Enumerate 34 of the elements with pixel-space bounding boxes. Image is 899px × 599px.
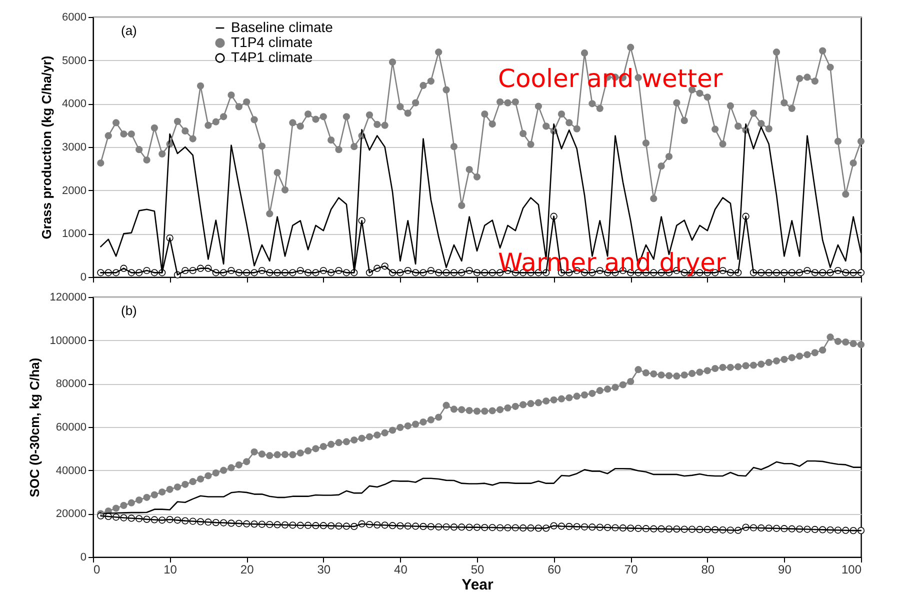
x-tick-label: 50 <box>470 562 484 576</box>
x-tick-label: 70 <box>624 562 638 576</box>
y-tick-label: 120000 <box>50 292 86 304</box>
y-tick-label: 60000 <box>56 422 86 434</box>
annotation: Cooler and wetter <box>498 64 724 93</box>
y-axis-title: SOC (0-30cm, kg C/ha) <box>26 358 42 498</box>
y-tick-label: 3000 <box>62 142 86 154</box>
y-tick-label: 6000 <box>62 12 86 24</box>
legend-label: Baseline climate <box>231 19 334 35</box>
x-tick-label: 20 <box>240 562 254 576</box>
y-tick-label: 40000 <box>56 464 86 477</box>
y-tick-label: 4000 <box>62 98 86 110</box>
x-tick-label: 40 <box>394 562 408 576</box>
x-tick-label: 0 <box>94 562 100 576</box>
legend-label: T1P4 climate <box>231 34 313 50</box>
x-tick-label: 100 <box>841 562 862 576</box>
y-tick-label: 0 <box>80 272 86 284</box>
y-tick-label: 0 <box>80 552 86 564</box>
annotation: (b) <box>121 303 137 318</box>
x-tick-label: 80 <box>701 562 715 576</box>
x-axis-title: Year <box>462 576 494 594</box>
y-tick-label: 5000 <box>62 54 86 67</box>
y-tick-label: 20000 <box>56 508 86 520</box>
y-tick-label: 2000 <box>62 184 86 197</box>
y-axis-title: Grass production (kg C/ha/yr) <box>39 56 54 240</box>
y-tick-label: 80000 <box>56 378 86 390</box>
x-tick-label: 30 <box>317 562 331 576</box>
x-tick-label: 10 <box>164 562 178 576</box>
legend-label: T4P1 climate <box>231 49 313 65</box>
x-tick-label: 90 <box>778 562 792 576</box>
annotation: (a) <box>121 23 137 38</box>
y-tick-label: 100000 <box>50 334 86 347</box>
x-tick-label: 60 <box>548 562 562 576</box>
y-tick-label: 1000 <box>62 228 86 240</box>
